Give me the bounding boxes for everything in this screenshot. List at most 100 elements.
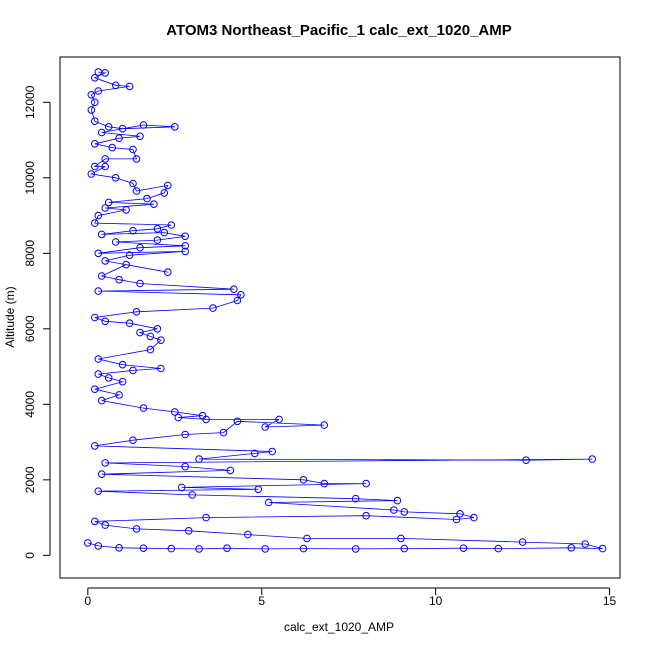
y-tick-label: 0 bbox=[23, 552, 37, 559]
data-point bbox=[101, 521, 109, 529]
data-point bbox=[397, 534, 405, 543]
data-point bbox=[164, 181, 172, 190]
data-point bbox=[115, 275, 123, 284]
data-point bbox=[351, 494, 360, 503]
data-point bbox=[139, 121, 148, 129]
data-point bbox=[111, 81, 120, 90]
data-point bbox=[233, 296, 242, 305]
data-point bbox=[132, 155, 141, 163]
data-point bbox=[167, 221, 176, 229]
data-point bbox=[125, 319, 134, 328]
data-point bbox=[129, 436, 137, 445]
data-point bbox=[157, 336, 165, 345]
data-point bbox=[390, 506, 398, 514]
data-point bbox=[261, 545, 270, 553]
data-point bbox=[470, 513, 478, 522]
y-axis-label: Altitude (m) bbox=[3, 286, 17, 347]
data-point bbox=[181, 232, 189, 241]
x-tick-label: 10 bbox=[429, 594, 443, 608]
data-point bbox=[598, 544, 607, 553]
data-point bbox=[153, 225, 162, 233]
data-point bbox=[129, 226, 137, 235]
data-point bbox=[94, 370, 103, 378]
data-point bbox=[91, 74, 99, 82]
data-point bbox=[202, 513, 210, 522]
data-point bbox=[94, 355, 103, 363]
data-point bbox=[104, 198, 113, 207]
y-tick-label: 2000 bbox=[23, 466, 37, 493]
data-point bbox=[181, 430, 189, 439]
x-tick-label: 5 bbox=[258, 594, 265, 608]
y-tick-label: 6000 bbox=[23, 315, 37, 342]
data-point bbox=[567, 544, 576, 552]
data-point bbox=[132, 525, 141, 533]
data-point bbox=[219, 428, 228, 437]
data-point bbox=[184, 527, 193, 535]
data-point bbox=[233, 417, 242, 426]
data-point bbox=[101, 69, 109, 77]
x-axis-label: calc_ext_1020_AMP bbox=[284, 620, 394, 634]
data-point bbox=[299, 476, 308, 484]
data-point bbox=[129, 145, 137, 154]
data-point bbox=[518, 538, 527, 546]
data-point bbox=[94, 542, 103, 550]
data-point bbox=[97, 396, 106, 405]
data-point bbox=[209, 304, 217, 312]
data-point bbox=[299, 544, 308, 553]
data-point bbox=[118, 377, 127, 386]
data-point bbox=[94, 287, 103, 295]
data-point bbox=[181, 247, 189, 256]
data-point bbox=[139, 404, 148, 412]
data-point bbox=[94, 487, 103, 496]
data-point bbox=[132, 187, 141, 195]
data-point bbox=[223, 544, 231, 553]
data-point bbox=[320, 421, 329, 429]
data-point bbox=[251, 449, 259, 458]
data-point bbox=[91, 517, 99, 526]
data-point bbox=[459, 544, 468, 553]
chart-title: ATOM3 Northeast_Pacific_1 calc_ext_1020_… bbox=[166, 22, 511, 39]
data-point bbox=[254, 485, 263, 494]
data-point bbox=[97, 128, 106, 137]
data-point bbox=[237, 291, 245, 299]
data-point bbox=[268, 447, 277, 456]
data-point bbox=[167, 544, 176, 553]
data-point bbox=[101, 162, 109, 171]
data-point bbox=[195, 545, 203, 553]
data-point bbox=[91, 162, 99, 171]
x-axis: 0 5 10 15 bbox=[84, 587, 617, 608]
data-point bbox=[108, 143, 116, 152]
data-point bbox=[129, 366, 137, 375]
data-point bbox=[104, 123, 113, 131]
data-point bbox=[150, 200, 158, 208]
y-tick-label: 12000 bbox=[23, 85, 37, 119]
data-point bbox=[188, 491, 196, 499]
plot-frame bbox=[59, 56, 621, 579]
data-point bbox=[125, 251, 134, 259]
data-point bbox=[452, 515, 461, 524]
data-point bbox=[303, 534, 311, 543]
data-point bbox=[456, 510, 464, 518]
data-point bbox=[171, 408, 179, 416]
data-point bbox=[160, 189, 169, 197]
data-point bbox=[91, 98, 99, 107]
data-point bbox=[94, 249, 103, 258]
data-point bbox=[171, 123, 179, 131]
data-point bbox=[129, 179, 137, 188]
data-point bbox=[400, 508, 409, 516]
x-tick-label: 0 bbox=[84, 594, 91, 608]
data-point bbox=[118, 124, 127, 133]
data-point bbox=[104, 374, 113, 382]
data-point bbox=[157, 364, 165, 373]
data-point bbox=[97, 230, 106, 239]
data-point bbox=[139, 544, 148, 553]
data-point bbox=[97, 272, 106, 280]
data-point bbox=[94, 87, 103, 95]
data-point bbox=[143, 194, 151, 203]
y-axis: 0 2000 4000 6000 8000 10000 12000 bbox=[23, 85, 51, 559]
data-point bbox=[264, 498, 273, 507]
data-point bbox=[122, 260, 130, 269]
data-point bbox=[111, 174, 120, 182]
data-point bbox=[91, 219, 99, 227]
